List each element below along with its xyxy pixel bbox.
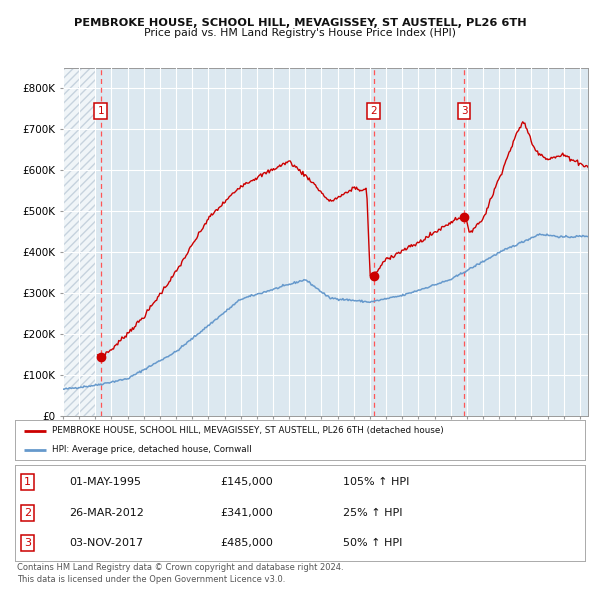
Text: PEMBROKE HOUSE, SCHOOL HILL, MEVAGISSEY, ST AUSTELL, PL26 6TH: PEMBROKE HOUSE, SCHOOL HILL, MEVAGISSEY,… [74, 18, 526, 28]
Text: 01-MAY-1995: 01-MAY-1995 [69, 477, 141, 487]
Text: £145,000: £145,000 [220, 477, 273, 487]
Text: Contains HM Land Registry data © Crown copyright and database right 2024.
This d: Contains HM Land Registry data © Crown c… [17, 563, 343, 584]
Text: £485,000: £485,000 [220, 538, 273, 548]
Text: 1: 1 [97, 106, 104, 116]
Text: 2: 2 [370, 106, 377, 116]
Text: 3: 3 [24, 538, 31, 548]
Text: 25% ↑ HPI: 25% ↑ HPI [343, 508, 402, 517]
Text: Price paid vs. HM Land Registry's House Price Index (HPI): Price paid vs. HM Land Registry's House … [144, 28, 456, 38]
Text: 105% ↑ HPI: 105% ↑ HPI [343, 477, 409, 487]
Text: 50% ↑ HPI: 50% ↑ HPI [343, 538, 402, 548]
Text: PEMBROKE HOUSE, SCHOOL HILL, MEVAGISSEY, ST AUSTELL, PL26 6TH (detached house): PEMBROKE HOUSE, SCHOOL HILL, MEVAGISSEY,… [52, 426, 444, 435]
Text: 03-NOV-2017: 03-NOV-2017 [69, 538, 143, 548]
Text: 26-MAR-2012: 26-MAR-2012 [69, 508, 144, 517]
Text: 2: 2 [24, 508, 31, 517]
Text: £341,000: £341,000 [220, 508, 273, 517]
Text: 1: 1 [24, 477, 31, 487]
Bar [63, 68, 95, 416]
Text: HPI: Average price, detached house, Cornwall: HPI: Average price, detached house, Corn… [52, 445, 251, 454]
Text: 3: 3 [461, 106, 467, 116]
